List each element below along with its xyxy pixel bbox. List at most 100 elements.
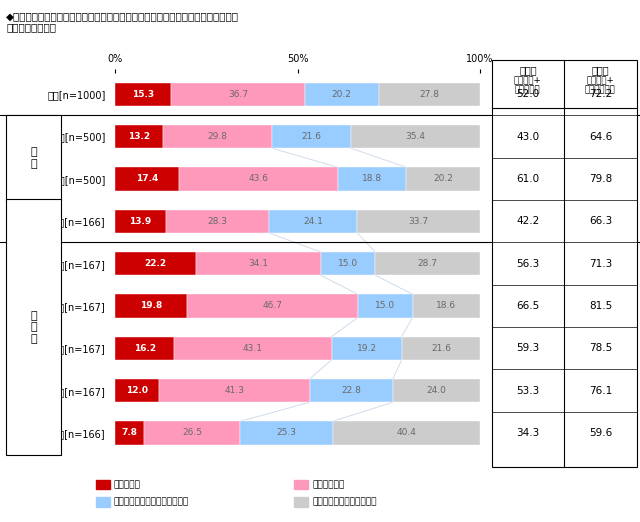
Text: 34.3: 34.3	[516, 428, 540, 438]
Text: 36.7: 36.7	[228, 90, 248, 99]
Bar	[115, 337, 174, 360]
Text: 13.9: 13.9	[129, 217, 152, 226]
Text: 43.6: 43.6	[248, 174, 268, 183]
Bar	[321, 252, 375, 275]
Bar	[406, 167, 480, 191]
Text: 22.8: 22.8	[341, 386, 361, 395]
Text: 64.6: 64.6	[589, 132, 612, 141]
Bar	[379, 82, 480, 106]
Bar	[338, 167, 406, 191]
Text: 18.8: 18.8	[362, 174, 382, 183]
Text: 40.4: 40.4	[396, 429, 416, 437]
Bar	[241, 421, 333, 445]
Text: 15.0: 15.0	[375, 301, 396, 311]
Text: 56.3: 56.3	[516, 258, 540, 269]
Text: 15.3: 15.3	[132, 90, 154, 99]
Text: 経験率: 経験率	[591, 65, 609, 76]
Text: 17.4: 17.4	[136, 174, 158, 183]
Bar	[166, 210, 269, 233]
Text: （頻繁に+: （頻繁に+	[514, 76, 541, 86]
Text: 27.8: 27.8	[419, 90, 439, 99]
Text: 25.3: 25.3	[276, 429, 296, 437]
Text: 19.8: 19.8	[140, 301, 163, 311]
Bar	[310, 379, 393, 402]
Text: 46.7: 46.7	[262, 301, 283, 311]
Bar	[492, 60, 637, 467]
Text: ときどきある: ときどきある	[312, 480, 344, 489]
Text: ときどき）: ときどき）	[515, 86, 541, 95]
Bar	[115, 210, 166, 233]
Text: 20.2: 20.2	[332, 90, 351, 99]
Bar	[272, 125, 351, 148]
Text: ◆《贈り物を選ぶ際、インターネットで人気商品などの検索をする》ことがあるか: ◆《贈り物を選ぶ際、インターネットで人気商品などの検索をする》ことがあるか	[6, 11, 239, 21]
Text: 66.3: 66.3	[589, 216, 612, 226]
Text: 78.5: 78.5	[589, 343, 612, 353]
Text: 24.1: 24.1	[303, 217, 323, 226]
Text: 76.1: 76.1	[589, 386, 612, 396]
Bar	[294, 480, 308, 489]
Bar	[163, 125, 272, 148]
Text: 43.0: 43.0	[516, 132, 540, 141]
Bar	[143, 421, 241, 445]
Bar	[196, 252, 321, 275]
Text: 24.0: 24.0	[427, 386, 447, 395]
Bar	[6, 199, 61, 455]
Bar	[115, 125, 163, 148]
Text: 性
別: 性 別	[30, 147, 37, 169]
Bar	[332, 337, 401, 360]
Text: 活用率: 活用率	[519, 65, 537, 76]
Bar	[115, 82, 171, 106]
Text: 22.2: 22.2	[145, 259, 167, 268]
Text: 34.1: 34.1	[248, 259, 268, 268]
Text: 16.2: 16.2	[134, 344, 156, 353]
Bar	[413, 294, 481, 317]
Bar	[115, 167, 179, 191]
Bar	[6, 115, 61, 201]
Text: 43.1: 43.1	[243, 344, 263, 353]
Bar	[358, 294, 413, 317]
Bar	[159, 379, 310, 402]
Bar	[269, 210, 357, 233]
Bar	[375, 252, 480, 275]
Bar	[351, 125, 480, 148]
Text: 7.8: 7.8	[122, 429, 138, 437]
Bar	[333, 421, 480, 445]
Text: 81.5: 81.5	[589, 301, 612, 311]
Text: 21.6: 21.6	[301, 132, 321, 141]
Text: 35.4: 35.4	[405, 132, 426, 141]
Text: （単一回答形式）: （単一回答形式）	[6, 22, 56, 32]
Text: 28.7: 28.7	[418, 259, 438, 268]
Text: 53.3: 53.3	[516, 386, 540, 396]
Bar	[96, 480, 110, 489]
Text: 26.5: 26.5	[182, 429, 202, 437]
Text: 頻繁にある: 頻繁にある	[114, 480, 141, 489]
Text: 15.0: 15.0	[338, 259, 358, 268]
Text: 28.3: 28.3	[207, 217, 228, 226]
Text: （活用率+: （活用率+	[587, 76, 614, 86]
Text: ほとんどしない（経験はある）: ほとんどしない（経験はある）	[114, 497, 189, 507]
Text: 12.0: 12.0	[126, 386, 148, 395]
Text: 72.2: 72.2	[589, 89, 612, 99]
Bar	[171, 82, 305, 106]
Text: 59.3: 59.3	[516, 343, 540, 353]
Text: 13.2: 13.2	[128, 132, 150, 141]
Bar	[179, 167, 338, 191]
Text: 42.2: 42.2	[516, 216, 540, 226]
Text: 71.3: 71.3	[589, 258, 612, 269]
Bar	[115, 294, 188, 317]
Bar	[115, 421, 143, 445]
Bar	[96, 497, 110, 507]
Text: 59.6: 59.6	[589, 428, 612, 438]
Text: 52.0: 52.0	[516, 89, 540, 99]
Text: 20.2: 20.2	[433, 174, 453, 183]
Bar	[401, 337, 481, 360]
Bar	[357, 210, 480, 233]
Text: 66.5: 66.5	[516, 301, 540, 311]
Bar	[294, 497, 308, 507]
Bar	[393, 379, 481, 402]
Text: 61.0: 61.0	[516, 174, 540, 184]
Text: 19.2: 19.2	[356, 344, 376, 353]
Text: 18.6: 18.6	[436, 301, 456, 311]
Text: 29.8: 29.8	[208, 132, 228, 141]
Bar	[188, 294, 358, 317]
